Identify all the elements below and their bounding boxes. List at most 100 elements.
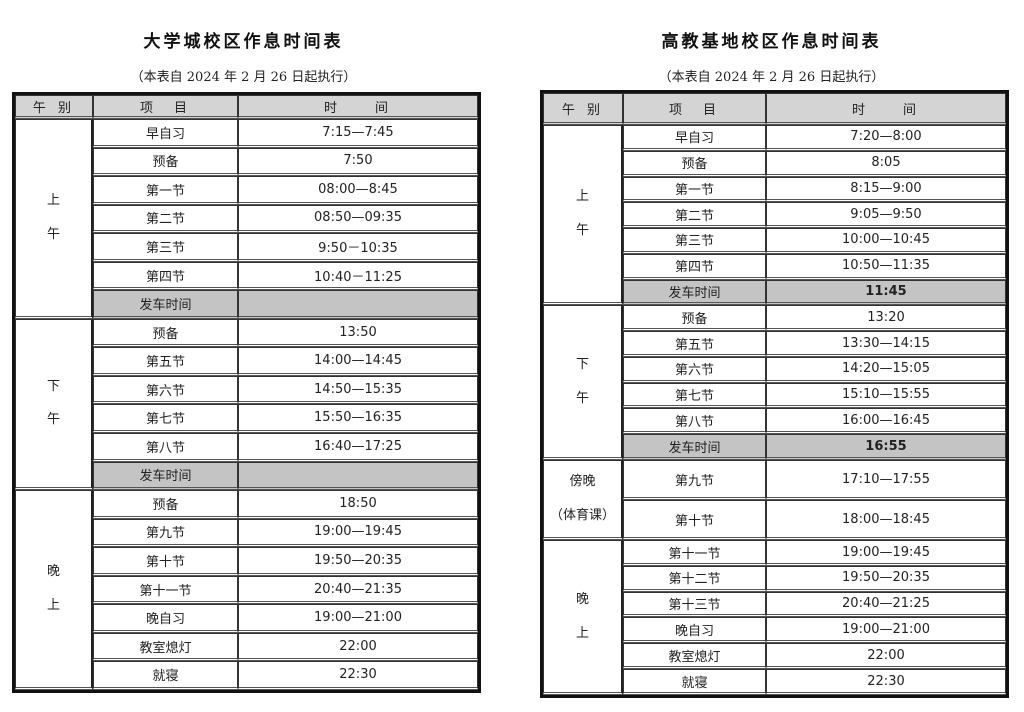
item-cell: 第三节 <box>623 228 766 254</box>
item-cell: 第十一节 <box>93 575 238 605</box>
time-cell: 18:50 <box>238 490 478 519</box>
item-cell: 第六节 <box>93 375 238 405</box>
table-row: 就寝 22:30 <box>543 669 1006 695</box>
period-label-line: 晚 <box>46 564 60 580</box>
table-row: 第二节 9:05—9:50 <box>543 202 1006 229</box>
item-cell: 发车时间 <box>623 279 766 306</box>
table-row: 第三节 9:50－10:35 <box>15 233 478 262</box>
time-cell: 9:50－10:35 <box>238 233 478 262</box>
item-cell: 第二节 <box>93 204 238 234</box>
item-cell: 早自习 <box>93 119 238 148</box>
item-cell: 第七节 <box>93 404 238 434</box>
item-cell: 早自习 <box>623 125 766 151</box>
period-label: 下午 <box>543 305 623 460</box>
table-row: 第四节 10:50—11:35 <box>543 253 1006 280</box>
time-cell: 13:30—14:15 <box>766 331 1006 357</box>
item-cell: 第十二节 <box>623 565 766 592</box>
period-label: 下午 <box>15 318 93 491</box>
time-cell: 22:30 <box>238 661 478 690</box>
period-label-line: 午 <box>46 226 60 242</box>
table-row: 下午预备 13:20 <box>543 305 1006 460</box>
schedule-table: 午 别项 目时 间上午早自习 7:15—7:45 预备 7:50 第一节 08:00—8:… <box>12 92 481 693</box>
period-label: 上午 <box>543 125 623 306</box>
item-cell: 第九节 <box>623 459 766 501</box>
time-cell: 7:20—8:00 <box>766 125 1006 151</box>
table-row: 教室熄灯 22:00 <box>543 643 1006 669</box>
item-cell: 第一节 <box>623 176 766 203</box>
item-cell: 第十三节 <box>623 591 766 618</box>
time-cell: 15:50—16:35 <box>238 404 478 434</box>
item-cell: 教室熄灯 <box>93 632 238 662</box>
time-cell: 8:15—9:00 <box>766 176 1006 203</box>
period-label-line: 上 <box>46 193 60 209</box>
item-cell: 预备 <box>93 318 238 348</box>
table-row: 晚自习 19:00—21:00 <box>543 617 1006 644</box>
higher-education-base-campus: 高教基地校区作息时间表 （本表自 2024 年 2 月 26 日起执行） 午 别… <box>540 0 1009 712</box>
table-row: 晚上第十一节 19:00—19:45 <box>543 540 1006 695</box>
table-row: 第六节 14:50—15:35 <box>15 375 478 405</box>
time-cell: 7:50 <box>238 147 478 177</box>
time-cell: 20:40—21:25 <box>766 591 1006 618</box>
column-header: 午 别 <box>15 95 93 119</box>
item-cell: 第六节 <box>623 356 766 383</box>
table-row: 预备 7:50 <box>15 147 478 177</box>
table-row: 第十节 18:00—18:45 <box>543 500 1006 541</box>
time-cell: 19:00—21:00 <box>766 617 1006 644</box>
table-row: 第八节 16:40—17:25 <box>15 433 478 462</box>
time-cell: 10:50—11:35 <box>766 253 1006 280</box>
time-cell: 18:00—18:45 <box>766 500 1006 541</box>
item-cell: 第八节 <box>623 408 766 435</box>
table-row: 傍晚 （体育课） 第九节 17:10—17:55 <box>543 459 1006 541</box>
time-cell <box>238 461 478 491</box>
period-label-line: 午 <box>575 390 589 406</box>
time-cell: 16:40—17:25 <box>238 433 478 462</box>
item-cell: 预备 <box>623 305 766 332</box>
item-cell: 晚自习 <box>93 604 238 633</box>
campus-subtitle: （本表自 2024 年 2 月 26 日起执行） <box>658 70 885 85</box>
period-label-line: 傍晚 <box>569 474 596 490</box>
period-label-line: 上 <box>575 189 589 205</box>
header-row: 午 别项 目时 间 <box>15 95 478 119</box>
item-cell: 就寝 <box>623 669 766 695</box>
period-label-line: 下 <box>46 378 60 394</box>
table-row: 第十节 19:50—20:35 <box>15 547 478 576</box>
item-cell: 第十节 <box>93 547 238 576</box>
item-cell: 教室熄灯 <box>623 643 766 669</box>
table-row: 上午 早自习 7:15—7:45 <box>15 119 478 319</box>
item-cell: 第八节 <box>93 433 238 462</box>
time-cell: 08:00—8:45 <box>238 176 478 205</box>
table-row: 晚上预备 18:50 <box>15 490 478 690</box>
period-label-line: 午 <box>46 412 60 428</box>
table-row: 教室熄灯 22:00 <box>15 632 478 662</box>
campus-title: 高教基地校区作息时间表 <box>661 32 882 52</box>
column-header: 午 别 <box>543 93 623 125</box>
time-cell: 19:00—19:45 <box>238 518 478 548</box>
table-row: 就寝 22:30 <box>15 661 478 690</box>
table-row: 第九节 19:00—19:45 <box>15 518 478 548</box>
time-cell: 13:50 <box>238 318 478 348</box>
period-label-line: 上 <box>46 598 60 614</box>
item-cell: 第五节 <box>93 347 238 376</box>
item-cell: 第五节 <box>623 331 766 357</box>
table-row: 第十二节 19:50—20:35 <box>543 565 1006 592</box>
period-label-line: 午 <box>575 223 589 239</box>
table-row: 发车时间 16:55 <box>543 434 1006 460</box>
time-cell: 13:20 <box>766 305 1006 332</box>
item-cell: 就寝 <box>93 661 238 690</box>
time-cell: 19:00—21:00 <box>238 604 478 633</box>
time-cell: 16:00—16:45 <box>766 408 1006 435</box>
table-row: 第四节 10:40－11:25 <box>15 261 478 291</box>
time-cell: 14:00—14:45 <box>238 347 478 376</box>
time-cell: 7:15—7:45 <box>238 119 478 148</box>
item-cell: 第七节 <box>623 382 766 409</box>
table-row: 第五节 13:30—14:15 <box>543 331 1006 357</box>
time-cell: 19:50—20:35 <box>766 565 1006 592</box>
table-row: 第十三节 20:40—21:25 <box>543 591 1006 618</box>
item-cell: 第十节 <box>623 500 766 541</box>
table-row: 预备 8:05 <box>543 150 1006 177</box>
time-cell: 20:40—21:35 <box>238 575 478 605</box>
period-label-line: 上 <box>575 625 589 641</box>
item-cell: 第九节 <box>93 518 238 548</box>
item-cell: 预备 <box>93 147 238 177</box>
time-cell: 14:20—15:05 <box>766 356 1006 383</box>
